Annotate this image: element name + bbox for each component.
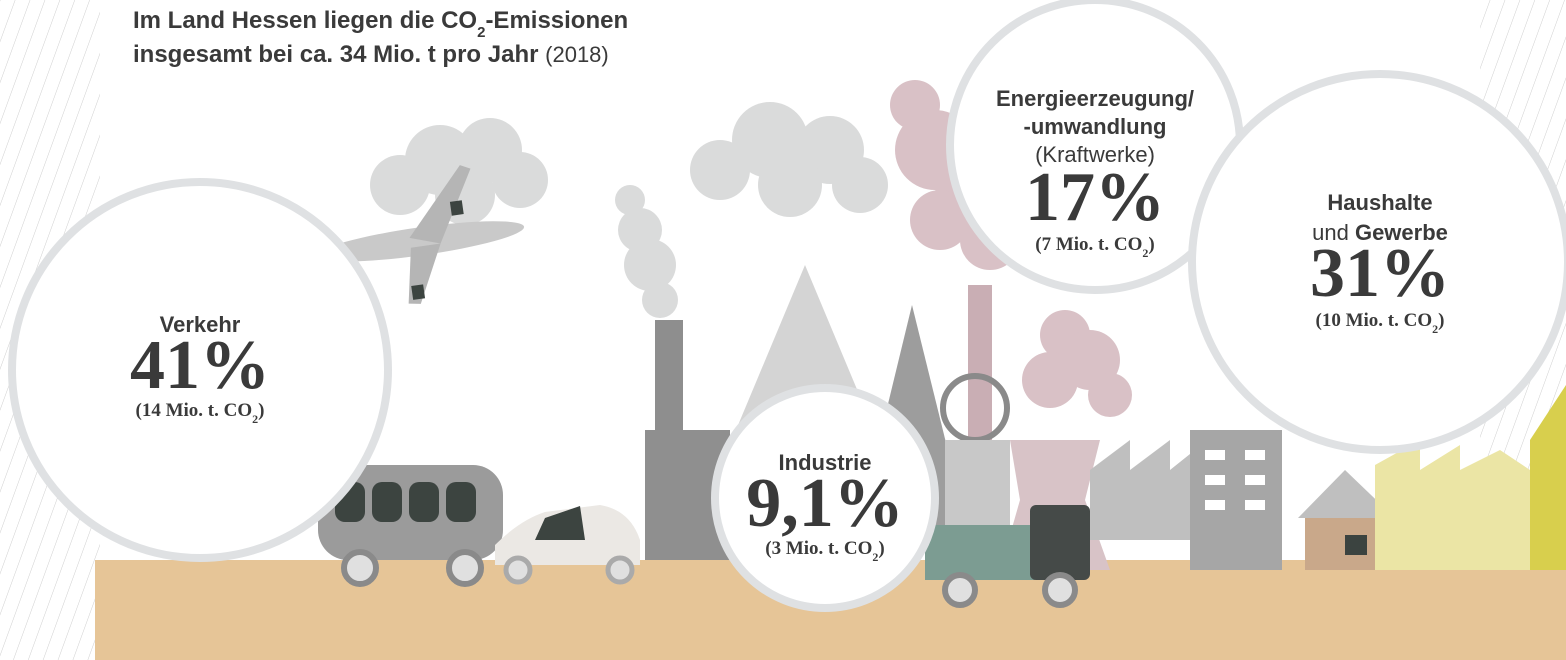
sector-verkehr: Verkehr 41% (14 Mio. t. CO2) bbox=[12, 182, 388, 558]
illustration-shape bbox=[1030, 505, 1090, 580]
title-text: insgesamt bei ca. 34 Mio. t pro Jahr bbox=[133, 41, 538, 68]
title-line-2: insgesamt bei ca. 34 Mio. t pro Jahr (20… bbox=[133, 41, 609, 68]
illustration-shape bbox=[758, 153, 822, 217]
amount-text: (10 Mio. t. CO bbox=[1316, 310, 1433, 331]
sector-haushalte: Haushalte und Gewerbe 31% (10 Mio. t. CO… bbox=[1192, 74, 1566, 450]
sector-percent: 9,1% bbox=[746, 465, 904, 542]
illustration-shape bbox=[446, 482, 476, 522]
illustration-shape bbox=[945, 440, 1010, 530]
illustration-shape bbox=[608, 558, 632, 582]
illustration-shape bbox=[832, 157, 888, 213]
illustration-shape bbox=[925, 525, 1035, 580]
illustration-shape bbox=[492, 152, 548, 208]
sector-industrie: Industrie 9,1% (3 Mio. t. CO2) bbox=[715, 388, 935, 608]
sector-percent: 41% bbox=[130, 327, 270, 404]
illustration-shape bbox=[1090, 440, 1195, 540]
illustration-shape bbox=[1205, 475, 1225, 485]
illustration-shape bbox=[642, 282, 678, 318]
illustration-shape bbox=[450, 200, 464, 216]
subscript: 2 bbox=[477, 24, 485, 41]
sector-label: Haushalte bbox=[1327, 190, 1432, 215]
illustration-shape bbox=[624, 239, 676, 291]
title-year: (2018) bbox=[545, 42, 609, 67]
illustration-shape bbox=[1345, 535, 1367, 555]
illustration-shape bbox=[409, 482, 439, 522]
illustration-shape bbox=[1205, 450, 1225, 460]
page: CO2-Emissionen Hessen {"header": {"title… bbox=[0, 0, 1566, 660]
illustration-shape bbox=[1245, 475, 1265, 485]
title-line-1: Im Land Hessen liegen die CO2-Emissionen bbox=[133, 7, 628, 41]
amount-text: (14 Mio. t. CO bbox=[136, 400, 253, 421]
amount-text: (7 Mio. t. CO bbox=[1035, 234, 1142, 255]
amount-text: ) bbox=[1438, 310, 1444, 331]
illustration-shape bbox=[1190, 430, 1282, 570]
illustration-shape bbox=[1245, 500, 1265, 510]
illustration-shape bbox=[1045, 575, 1075, 605]
illustration-shape bbox=[449, 552, 481, 584]
amount-text: ) bbox=[1148, 234, 1154, 255]
sector-percent: 31% bbox=[1310, 235, 1450, 312]
illustration-shape bbox=[411, 284, 425, 300]
sector-percent: 17% bbox=[1025, 159, 1165, 236]
infographic: Im Land Hessen liegen die CO2-Emissionen… bbox=[0, 0, 1566, 660]
sector-label: Energieerzeugung/ bbox=[996, 86, 1194, 111]
illustration-shape bbox=[372, 482, 402, 522]
title-text: Im Land Hessen liegen die CO bbox=[133, 7, 477, 34]
amount-text: ) bbox=[258, 400, 264, 421]
title-text: -Emissionen bbox=[485, 7, 628, 34]
amount-text: ) bbox=[878, 538, 884, 559]
illustration-shape bbox=[506, 558, 530, 582]
illustration-shape bbox=[1245, 450, 1265, 460]
illustration-shape bbox=[344, 552, 376, 584]
title: Im Land Hessen liegen die CO2-Emissionen… bbox=[133, 7, 628, 68]
illustration-shape bbox=[1205, 500, 1225, 510]
illustration-shape bbox=[1022, 352, 1078, 408]
illustration-shape bbox=[1375, 440, 1530, 570]
amount-text: (3 Mio. t. CO bbox=[765, 538, 872, 559]
sector-label: -umwandlung bbox=[1024, 114, 1167, 139]
illustration-shape bbox=[1088, 373, 1132, 417]
body: Im Land Hessen liegen die CO2-Emissionen… bbox=[0, 0, 1566, 660]
illustration-shape bbox=[945, 575, 975, 605]
